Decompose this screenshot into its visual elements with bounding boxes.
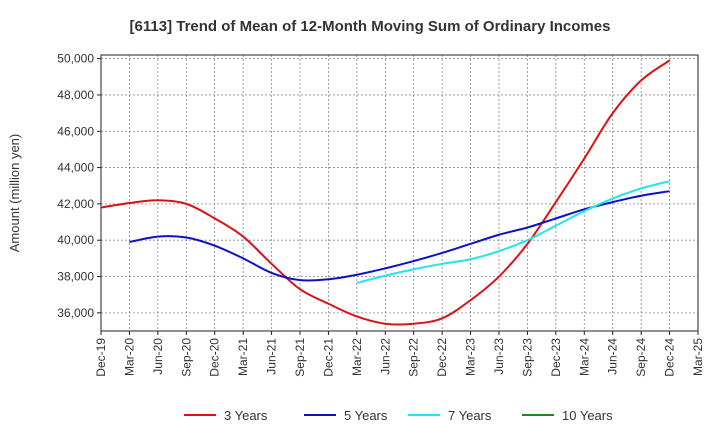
y-tick-label: 50,000 [57, 52, 94, 66]
legend-label-5-years: 5 Years [344, 408, 388, 423]
x-tick-label: Dec-20 [208, 338, 222, 377]
x-tick-label: Dec-19 [94, 338, 108, 377]
x-tick-label: Jun-23 [492, 338, 506, 375]
y-tick-label: 44,000 [57, 161, 94, 175]
x-tick-label: Jun-20 [151, 338, 165, 375]
x-tick-label: Sep-21 [293, 338, 307, 377]
x-tick-label: Mar-21 [236, 338, 250, 376]
y-tick-label: 36,000 [57, 306, 94, 320]
y-axis-label: Amount (million yen) [7, 134, 22, 253]
y-tick-label: 46,000 [57, 124, 94, 138]
chart-title: [6113] Trend of Mean of 12-Month Moving … [130, 18, 611, 35]
x-tick-label: Jun-22 [378, 338, 392, 375]
legend-label-7-years: 7 Years [448, 408, 492, 423]
x-axis-ticks: Dec-19 Mar-20 Jun-20 Sep-20 Dec-20 Mar-21 Jun-… [94, 331, 705, 377]
legend-label-10-years: 10 Years [562, 408, 613, 423]
series-line-7-years [356, 180, 670, 284]
x-tick-label: Jun-24 [606, 338, 620, 375]
x-tick-label: Sep-22 [407, 338, 421, 377]
x-tick-label: Mar-20 [122, 338, 136, 376]
x-tick-label: Jun-21 [265, 338, 279, 375]
x-tick-label: Sep-20 [179, 338, 193, 377]
x-tick-label: Dec-24 [663, 338, 677, 377]
x-tick-label: Dec-23 [549, 338, 563, 377]
series-line-3-years [100, 59, 671, 326]
series-line-5-years [129, 190, 670, 282]
legend: 3 Years 5 Years 7 Years 10 Years [184, 408, 613, 423]
x-tick-label: Mar-22 [350, 338, 364, 376]
x-tick-label: Dec-22 [435, 338, 449, 377]
x-tick-label: Dec-21 [321, 338, 335, 377]
x-tick-label: Mar-23 [464, 338, 478, 376]
plot-area [100, 54, 699, 332]
series-lines [100, 59, 671, 326]
x-tick-label: Mar-25 [691, 338, 705, 376]
y-axis-ticks: 36,000 38,000 40,000 42,000 44,000 46,000 48,0… [57, 52, 101, 320]
y-tick-label: 38,000 [57, 270, 94, 284]
x-tick-label: Mar-24 [577, 338, 591, 376]
y-tick-label: 40,000 [57, 233, 94, 247]
gridlines [100, 55, 699, 331]
legend-label-3-years: 3 Years [224, 408, 268, 423]
x-tick-label: Sep-23 [520, 338, 534, 377]
x-tick-label: Sep-24 [634, 338, 648, 377]
y-tick-label: 48,000 [57, 88, 94, 102]
y-tick-label: 42,000 [57, 197, 94, 211]
